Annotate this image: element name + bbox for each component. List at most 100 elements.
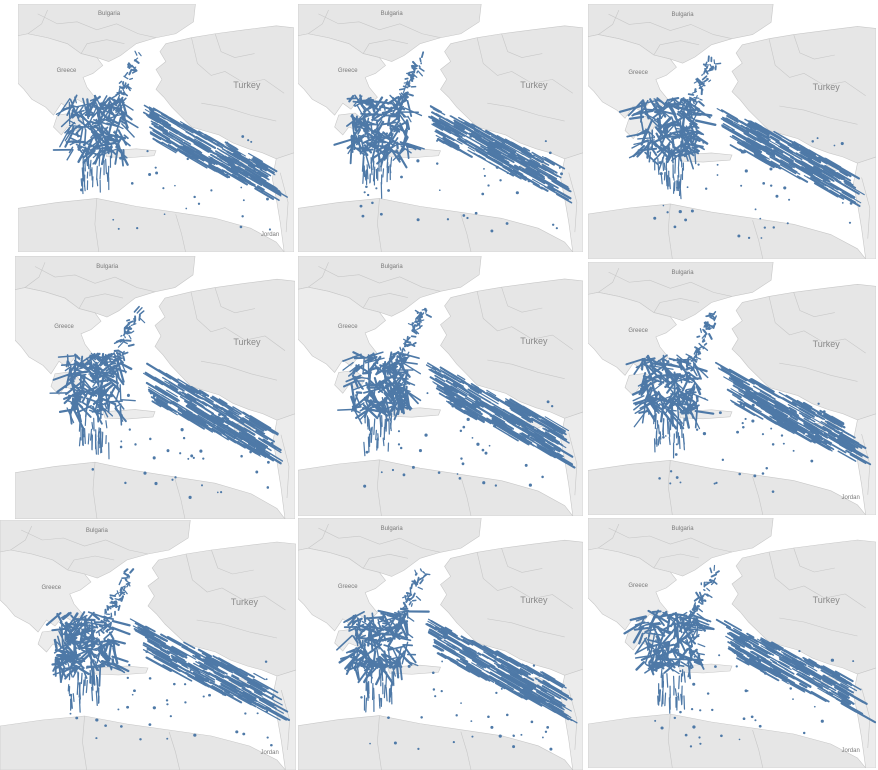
country-border — [21, 529, 149, 555]
land-region — [588, 460, 867, 515]
country-label-turkey: Turkey — [812, 82, 840, 93]
country-border — [598, 9, 620, 35]
country-border — [214, 287, 256, 314]
land-region — [731, 539, 876, 675]
country-label-jordan: Jordan — [841, 748, 860, 754]
country-border — [460, 731, 472, 770]
land-region — [272, 669, 296, 770]
land-region — [588, 292, 677, 376]
country-border — [377, 715, 382, 770]
map-canvas — [298, 256, 583, 516]
country-border — [476, 37, 573, 94]
vessel-tracks — [45, 568, 291, 747]
country-border — [608, 13, 733, 39]
country-label-jordan: Jordan — [260, 232, 280, 239]
country-label-greece: Greece — [628, 327, 648, 334]
vessel-tracks — [49, 305, 284, 500]
country-border — [67, 555, 115, 571]
country-border — [667, 460, 673, 515]
country-border — [752, 729, 764, 768]
country-border — [608, 271, 733, 297]
country-border — [174, 478, 186, 519]
country-label-greece: Greece — [41, 585, 62, 591]
country-border — [460, 214, 472, 252]
land-region — [272, 152, 294, 252]
map-canvas — [588, 518, 876, 768]
country-border — [487, 102, 565, 122]
map-panel-4: Bulgaria Greece Turkey — [15, 256, 295, 519]
country-border — [608, 527, 733, 553]
country-border — [653, 298, 700, 313]
map-panel-5: Bulgaria Greece Turkey — [298, 256, 583, 516]
country-border — [168, 731, 181, 770]
country-label-greece: Greece — [337, 68, 358, 75]
country-label-jordan: Jordan — [260, 750, 279, 756]
country-border — [487, 618, 565, 638]
country-border — [362, 293, 408, 309]
country-border — [501, 33, 543, 58]
map-canvas — [298, 518, 583, 770]
country-border — [476, 291, 573, 350]
country-border — [793, 547, 835, 573]
country-border — [196, 619, 278, 639]
country-label-bulgaria: Bulgaria — [671, 525, 694, 532]
country-border — [460, 476, 472, 516]
country-label-turkey: Turkey — [520, 79, 548, 90]
vessel-tracks — [333, 51, 573, 233]
land-region — [18, 198, 285, 252]
country-border — [318, 13, 441, 39]
vessel-tracks — [618, 55, 865, 240]
country-border — [793, 34, 835, 60]
country-label-turkey: Turkey — [812, 594, 840, 605]
country-border — [667, 203, 673, 259]
country-label-greece: Greece — [628, 70, 648, 77]
map-canvas — [18, 4, 294, 252]
map-panel-7: Bulgaria Greece Turkey Jordan — [0, 520, 296, 770]
country-border — [653, 40, 700, 56]
country-label-bulgaria: Bulgaria — [380, 263, 403, 270]
country-border — [94, 198, 100, 252]
map-canvas — [588, 262, 876, 515]
country-border — [667, 713, 673, 768]
country-label-jordan: Jordan — [841, 494, 860, 501]
country-border — [362, 553, 408, 569]
country-border — [793, 292, 835, 317]
country-border — [568, 432, 578, 496]
land-region — [298, 547, 386, 632]
country-border — [191, 37, 285, 94]
country-border — [201, 102, 277, 122]
country-border — [476, 552, 573, 609]
country-border — [501, 287, 543, 313]
country-border — [768, 38, 866, 97]
country-border — [598, 267, 620, 293]
land-region — [440, 539, 583, 676]
country-label-bulgaria: Bulgaria — [85, 527, 108, 534]
country-border — [190, 291, 286, 351]
country-border — [377, 198, 382, 252]
country-border — [779, 617, 858, 637]
country-label-turkey: Turkey — [233, 336, 261, 347]
country-border — [377, 459, 382, 516]
land-region — [155, 25, 294, 160]
country-border — [280, 434, 290, 498]
country-label-bulgaria: Bulgaria — [96, 263, 119, 270]
country-border — [308, 523, 329, 549]
map-canvas — [588, 4, 876, 259]
land-region — [15, 461, 286, 519]
country-border — [34, 266, 156, 293]
land-region — [588, 713, 867, 768]
land-region — [440, 278, 583, 419]
map-panel-3: Bulgaria Greece Turkey — [588, 4, 876, 259]
vessel-tracks — [337, 307, 576, 488]
country-border — [598, 523, 620, 549]
vessel-tracks — [625, 311, 872, 493]
land-region — [731, 283, 876, 421]
country-label-turkey: Turkey — [520, 595, 548, 606]
country-border — [27, 9, 48, 35]
country-border — [768, 296, 866, 354]
country-label-greece: Greece — [628, 583, 648, 589]
country-label-turkey: Turkey — [233, 79, 261, 90]
country-border — [308, 9, 329, 35]
land-region — [102, 409, 156, 420]
map-canvas — [15, 256, 295, 519]
